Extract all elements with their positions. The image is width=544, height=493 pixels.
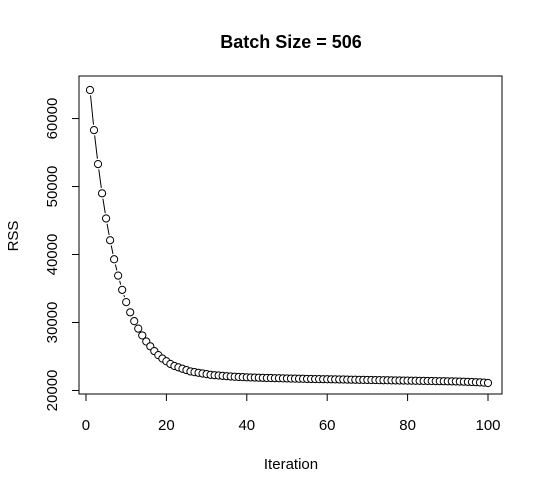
y-tick-label: 30000 [44, 302, 61, 344]
chart-title: Batch Size = 506 [220, 32, 362, 52]
data-point [97, 189, 107, 198]
data-point [114, 271, 123, 280]
data-point [138, 331, 147, 340]
data-point [134, 324, 143, 333]
y-axis: 20000 30000 40000 50000 60000 [44, 98, 80, 412]
series-segment [98, 169, 102, 189]
y-axis-label: RSS [5, 221, 22, 252]
data-point [110, 255, 119, 264]
series-segment [102, 198, 106, 214]
series-segment [106, 223, 110, 236]
x-tick-label: 0 [82, 417, 90, 434]
data-point [126, 308, 135, 317]
data-point [85, 85, 95, 95]
y-tick-label: 50000 [44, 166, 61, 208]
x-tick-label: 80 [399, 417, 416, 434]
x-tick-label: 40 [238, 417, 255, 434]
series-segment [110, 245, 114, 255]
y-tick-label: 40000 [44, 234, 61, 276]
series-segment [123, 294, 125, 298]
series-segment [90, 95, 94, 125]
data-point [93, 159, 103, 169]
data-point [106, 236, 115, 245]
x-axis-label: Iteration [264, 456, 318, 473]
plot-frame [78, 75, 503, 395]
data-point [122, 298, 131, 307]
y-tick-label: 60000 [44, 98, 61, 140]
x-tick-label: 60 [319, 417, 336, 434]
series-segment [114, 264, 118, 271]
data-point [89, 126, 99, 135]
series-segment [94, 135, 98, 159]
data-point [130, 317, 139, 326]
x-axis: 0 20 40 60 80 100 [82, 393, 501, 434]
x-tick-label: 100 [475, 417, 500, 434]
y-tick-label: 20000 [44, 370, 61, 412]
data-point [101, 214, 111, 223]
series-segment [119, 280, 122, 285]
data-point [483, 378, 493, 388]
x-tick-label: 20 [158, 417, 175, 434]
data-series [85, 85, 493, 388]
data-point [118, 285, 127, 294]
